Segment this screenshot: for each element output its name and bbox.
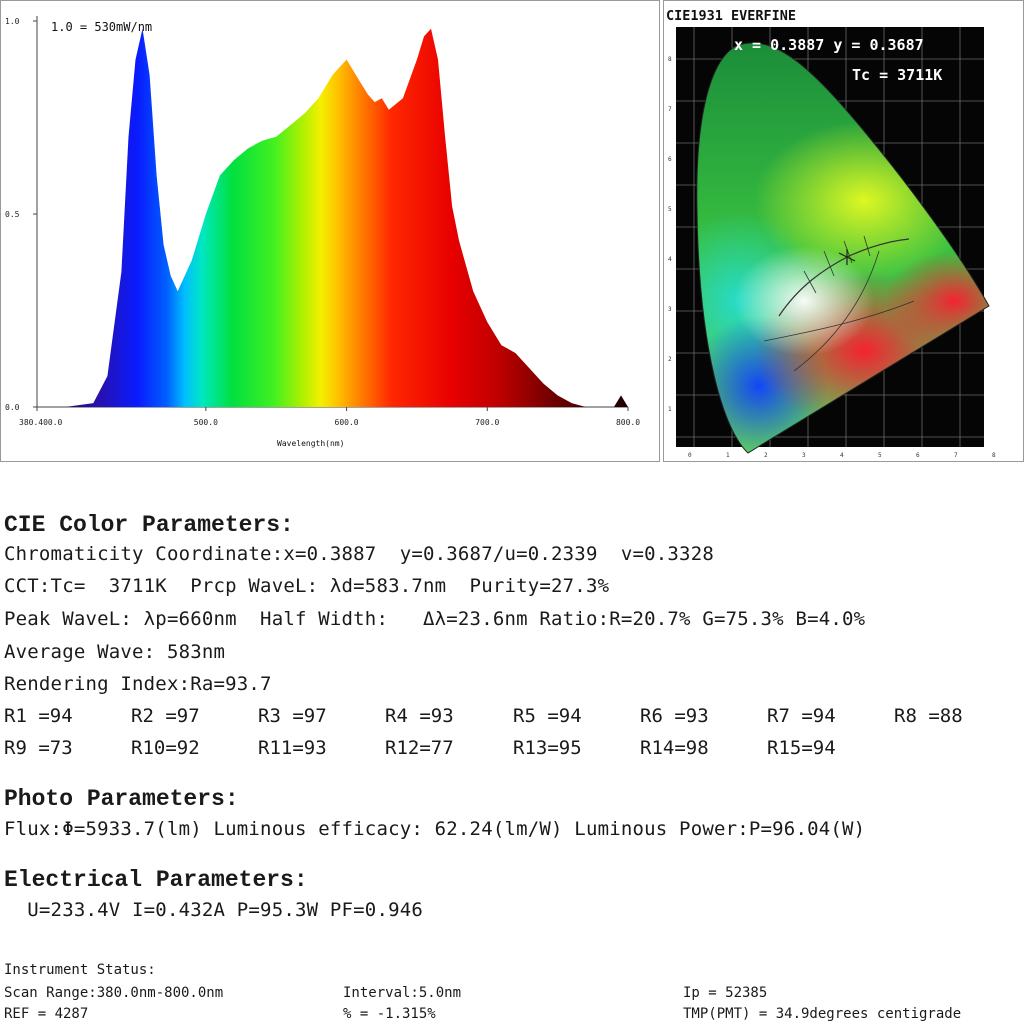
spectrum-y-tick-label: 1.0 <box>5 17 20 26</box>
cie-measured-point <box>838 249 856 265</box>
spectrum-x-tick-label: 800.0 <box>616 418 640 427</box>
cie-x-tick-label: 8 <box>992 452 996 459</box>
spectrum-x-tick-label: 700.0 <box>475 418 499 427</box>
flux-line: Flux:Φ=5933.7(lm) Luminous efficacy: 62.… <box>4 818 866 840</box>
instrument-status-label: Instrument Status: <box>4 962 156 978</box>
rendering-index: Rendering Index:Ra=93.7 <box>4 673 272 695</box>
cie-x-tick-label: 3 <box>802 452 806 459</box>
spectrum-chart-svg: 1.0 0.5 0.0 380.400.0 500.0 600.0 700.0 800.0 1… <box>5 16 640 448</box>
r-value: R9 =73 <box>4 737 73 759</box>
r-value: R7 =94 <box>767 705 836 727</box>
r-value: R3 =97 <box>258 705 327 727</box>
peak-wavelength-line: Peak WaveL: λp=660nm Half Width: Δλ=23.6… <box>4 608 866 630</box>
chromaticity-coordinate: Chromaticity Coordinate:x=0.3887 y=0.368… <box>4 543 714 565</box>
tmp-pmt-value: TMP(PMT) = 34.9degrees centigrade <box>683 1006 962 1022</box>
spectrum-x-tick-label: 500.0 <box>194 418 218 427</box>
cie-color-gamut <box>696 42 989 454</box>
r-value: R15=94 <box>767 737 836 759</box>
r-value: R11=93 <box>258 737 327 759</box>
cie-color-temperature: Tc = 3711K <box>852 66 942 84</box>
spectrum-chart: 1.0 0.5 0.0 380.400.0 500.0 600.0 700.0 800.0 1… <box>0 0 660 462</box>
r-value: R5 =94 <box>513 705 582 727</box>
spectrum-area-series <box>37 28 628 407</box>
r-value: R8 =88 <box>894 705 963 727</box>
r-value: R1 =94 <box>4 705 73 727</box>
cie-y-tick-label: 2 <box>668 356 672 363</box>
percent-value: % = -1.315% <box>343 1006 436 1022</box>
spectrum-x-tick-label: 380.400.0 <box>19 418 63 427</box>
r-value: R12=77 <box>385 737 454 759</box>
r-value: R10=92 <box>131 737 200 759</box>
ip-value: Ip = 52385 <box>683 985 768 1001</box>
cie-diagram-svg: 0 1 2 3 4 5 6 7 8 8 7 6 5 4 3 2 1 CIE1931 EVERFINE x = … <box>664 6 996 459</box>
cie-y-tick-label: 8 <box>668 56 672 63</box>
interval: Interval:5.0nm <box>343 985 462 1001</box>
spectrum-x-tick-label: 600.0 <box>335 418 359 427</box>
cie-diagram-title: CIE1931 EVERFINE <box>666 8 796 24</box>
cie-y-tick-label: 1 <box>668 406 672 413</box>
cie-x-tick-label: 2 <box>764 452 768 459</box>
cie-x-tick-label: 4 <box>840 452 844 459</box>
r-value: R2 =97 <box>131 705 200 727</box>
cie-spectral-locus <box>696 42 990 454</box>
electrical-params-heading: Electrical Parameters: <box>4 867 308 893</box>
average-wave: Average Wave: 583nm <box>4 641 226 663</box>
cie-isotherm-lines <box>763 235 915 372</box>
spectrum-scale-note: 1.0 = 530mW/nm <box>51 20 152 34</box>
r-value: R4 =93 <box>385 705 454 727</box>
r-value: R14=98 <box>640 737 709 759</box>
cie-x-tick-label: 6 <box>916 452 920 459</box>
r-value: R6 =93 <box>640 705 709 727</box>
planckian-locus <box>778 238 910 317</box>
cie-y-tick-label: 3 <box>668 306 672 313</box>
cie-coordinates: x = 0.3887 y = 0.3687 <box>734 36 924 54</box>
spectrum-y-tick-label: 0.0 <box>5 403 20 412</box>
photo-params-heading: Photo Parameters: <box>4 786 239 812</box>
cie-x-tick-label: 0 <box>688 452 692 459</box>
cie-params-heading: CIE Color Parameters: <box>4 512 294 538</box>
r-value: R13=95 <box>513 737 582 759</box>
cie-x-tick-label: 5 <box>878 452 882 459</box>
cie-y-tick-label: 4 <box>668 256 672 263</box>
spectrum-y-tick-label: 0.5 <box>5 210 20 219</box>
spectrum-x-axis-label: Wavelength(nm) <box>277 439 344 448</box>
cie-x-tick-label: 1 <box>726 452 730 459</box>
ref-value: REF = 4287 <box>4 1006 89 1022</box>
cie-diagram-panel: 0 1 2 3 4 5 6 7 8 8 7 6 5 4 3 2 1 CIE1931 EVERFINE x = … <box>663 0 1024 462</box>
cie-y-tick-label: 5 <box>668 206 672 213</box>
electrical-values: U=233.4V I=0.432A P=95.3W PF=0.946 <box>4 899 424 921</box>
scan-range: Scan Range:380.0nm-800.0nm <box>4 985 224 1001</box>
cct-line: CCT:Tc= 3711K Prcp WaveL: λd=583.7nm Pur… <box>4 575 610 597</box>
cie-y-tick-label: 6 <box>668 156 672 163</box>
cie-x-tick-label: 7 <box>954 452 958 459</box>
cie-y-tick-label: 7 <box>668 106 672 113</box>
